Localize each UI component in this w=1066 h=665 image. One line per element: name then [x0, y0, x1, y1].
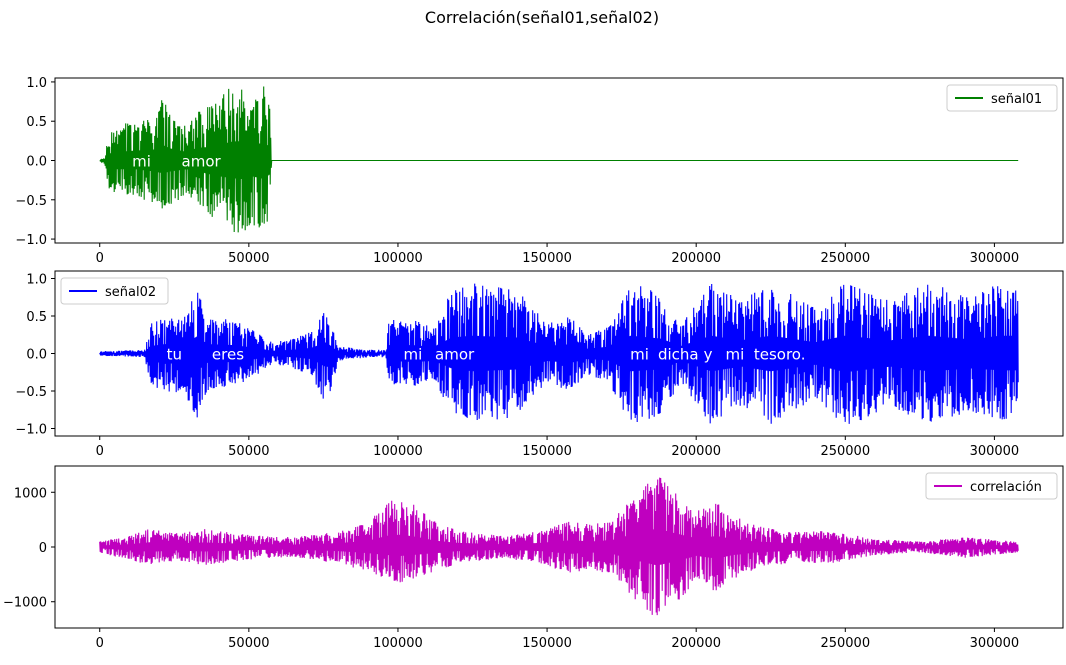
x-tick-label: 50000 — [228, 444, 269, 459]
annotation-label: dicha — [658, 346, 699, 364]
x-tick-label: 50000 — [228, 251, 269, 266]
annotation-label: mi — [726, 346, 745, 364]
x-tick-label: 100000 — [373, 251, 423, 266]
legend-box — [946, 84, 1058, 112]
x-tick-label: 0 — [96, 251, 104, 266]
annotation-label: mi — [630, 346, 649, 364]
x-tick-label: 0 — [96, 636, 104, 651]
y-tick-label: −1.0 — [15, 423, 47, 438]
x-tick-label: 150000 — [522, 444, 572, 459]
y-tick-label: 0 — [39, 541, 47, 556]
y-tick-label: 1000 — [14, 486, 47, 501]
x-tick-label: 250000 — [820, 636, 870, 651]
x-tick-label: 250000 — [820, 251, 870, 266]
y-tick-label: 0.5 — [26, 310, 47, 325]
subplot-3: 0 50000 100000 150000 200000 250000 300000 1000… — [3, 465, 1064, 651]
series-senal01-line — [99, 86, 1019, 233]
legend: señal01 — [946, 84, 1058, 112]
legend: correlación — [925, 472, 1058, 500]
legend: señal02 — [60, 277, 169, 305]
y-tick-label: −1.0 — [15, 233, 47, 248]
x-tick-label: 300000 — [970, 636, 1020, 651]
x-tick-label: 50000 — [228, 636, 269, 651]
y-tick-label: −1000 — [3, 596, 47, 611]
annotation-label: tesoro. — [754, 346, 806, 364]
y-tick-label: 0.0 — [26, 155, 47, 170]
annotation-label: tu — [167, 346, 182, 364]
legend-box — [925, 472, 1058, 500]
x-tick-label: 0 — [96, 444, 104, 459]
annotation-label: amor — [182, 153, 222, 171]
series-senal02-line — [99, 283, 1019, 424]
x-tick-label: 200000 — [671, 251, 721, 266]
subplot-2: tu eres mi amor mi dicha y mi tesoro.0 50000 10000… — [15, 270, 1064, 459]
annotation-label: amor — [435, 346, 475, 364]
y-tick-label: −0.5 — [15, 194, 47, 209]
x-tick-label: 100000 — [373, 636, 423, 651]
y-tick-label: 0.0 — [26, 348, 47, 363]
legend-label: correlación — [970, 480, 1042, 495]
x-tick-label: 300000 — [970, 251, 1020, 266]
annotation-label: mi — [132, 153, 151, 171]
y-tick-label: −0.5 — [15, 385, 47, 400]
x-tick-label: 150000 — [522, 636, 572, 651]
x-tick-label: 150000 — [522, 251, 572, 266]
x-tick-label: 200000 — [671, 444, 721, 459]
figure-title: Correlación(señal01,señal02) — [425, 8, 659, 27]
legend-label: señal02 — [105, 285, 156, 300]
y-tick-label: 0.5 — [26, 115, 47, 130]
x-tick-label: 200000 — [671, 636, 721, 651]
legend-box — [60, 277, 169, 305]
annotation-label: eres — [212, 346, 244, 364]
y-tick-label: 1.0 — [26, 76, 47, 91]
x-tick-label: 100000 — [373, 444, 423, 459]
subplot-1: mi amor 0 50000 100000 150000 200000 250000 3000… — [15, 76, 1064, 266]
y-tick-label: 1.0 — [26, 273, 47, 288]
x-tick-label: 300000 — [970, 444, 1020, 459]
x-tick-label: 250000 — [820, 444, 870, 459]
series-correlacion-line — [99, 477, 1019, 616]
legend-label: señal01 — [991, 92, 1042, 107]
annotation-label: y — [704, 346, 713, 364]
annotation-label: mi — [403, 346, 422, 364]
